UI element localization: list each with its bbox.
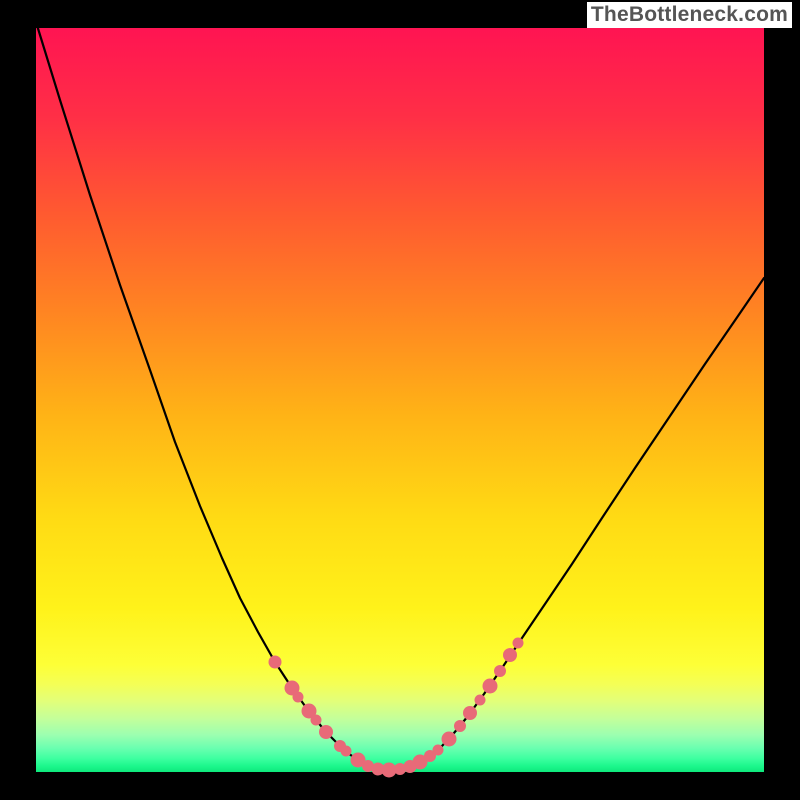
data-marker — [483, 679, 498, 694]
data-marker — [311, 715, 322, 726]
watermark-label: TheBottleneck.com — [587, 2, 792, 28]
data-marker — [293, 692, 304, 703]
data-marker — [269, 656, 282, 669]
data-marker — [319, 725, 333, 739]
data-marker — [433, 745, 444, 756]
data-marker — [454, 720, 466, 732]
data-marker — [513, 638, 524, 649]
chart-container: TheBottleneck.com — [0, 0, 800, 800]
bottleneck-curve-chart — [0, 0, 800, 800]
data-marker — [494, 665, 506, 677]
data-marker — [442, 732, 457, 747]
data-marker — [341, 746, 352, 757]
plot-background — [36, 28, 764, 772]
data-marker — [475, 695, 486, 706]
data-marker — [463, 706, 477, 720]
data-marker — [503, 648, 517, 662]
